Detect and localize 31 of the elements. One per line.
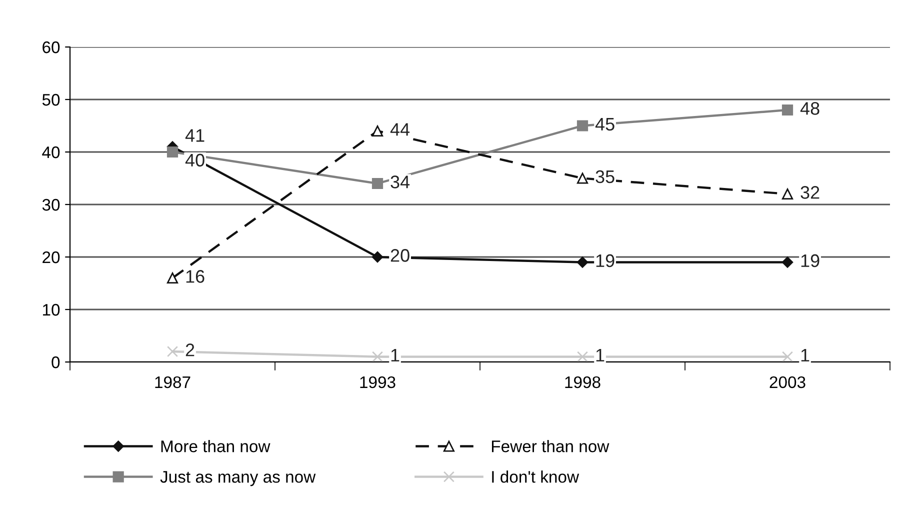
data-label: 20 xyxy=(390,249,410,262)
data-label: 48 xyxy=(800,102,820,115)
y-tick-label: 40 xyxy=(42,146,60,158)
data-label: 34 xyxy=(390,176,410,188)
data-label: 32 xyxy=(800,186,820,199)
legend-label: Fewer than now xyxy=(492,440,610,452)
x-tick-label: 1987 xyxy=(155,376,190,388)
data-label: 19 xyxy=(801,254,820,268)
x-tick-label: 1993 xyxy=(360,376,396,388)
data-label: 19 xyxy=(596,254,614,268)
data-label: 2 xyxy=(186,344,194,356)
data-label: 40 xyxy=(185,154,204,167)
legend-label: Just as many as now xyxy=(160,471,316,486)
data-label: 44 xyxy=(390,123,410,136)
y-tick-label: 30 xyxy=(42,198,60,211)
data-label: 41 xyxy=(185,129,204,142)
data-label: 1 xyxy=(391,348,400,362)
y-tick-label: 50 xyxy=(42,94,60,106)
data-label: 45 xyxy=(595,118,614,131)
legend-label: More than now xyxy=(161,440,270,452)
x-tick-label: 1998 xyxy=(565,376,600,388)
data-label: 35 xyxy=(596,170,614,184)
data-label: 1 xyxy=(596,348,604,362)
y-tick-label: 20 xyxy=(42,251,60,264)
x-tick-label: 2003 xyxy=(770,376,806,388)
y-tick-label: 0 xyxy=(52,356,60,368)
y-tick-label: 10 xyxy=(43,304,60,316)
legend-label: I don't know xyxy=(492,470,580,483)
data-label: 16 xyxy=(186,270,204,283)
data-label: 1 xyxy=(801,348,810,362)
y-tick-label: 60 xyxy=(42,41,60,54)
